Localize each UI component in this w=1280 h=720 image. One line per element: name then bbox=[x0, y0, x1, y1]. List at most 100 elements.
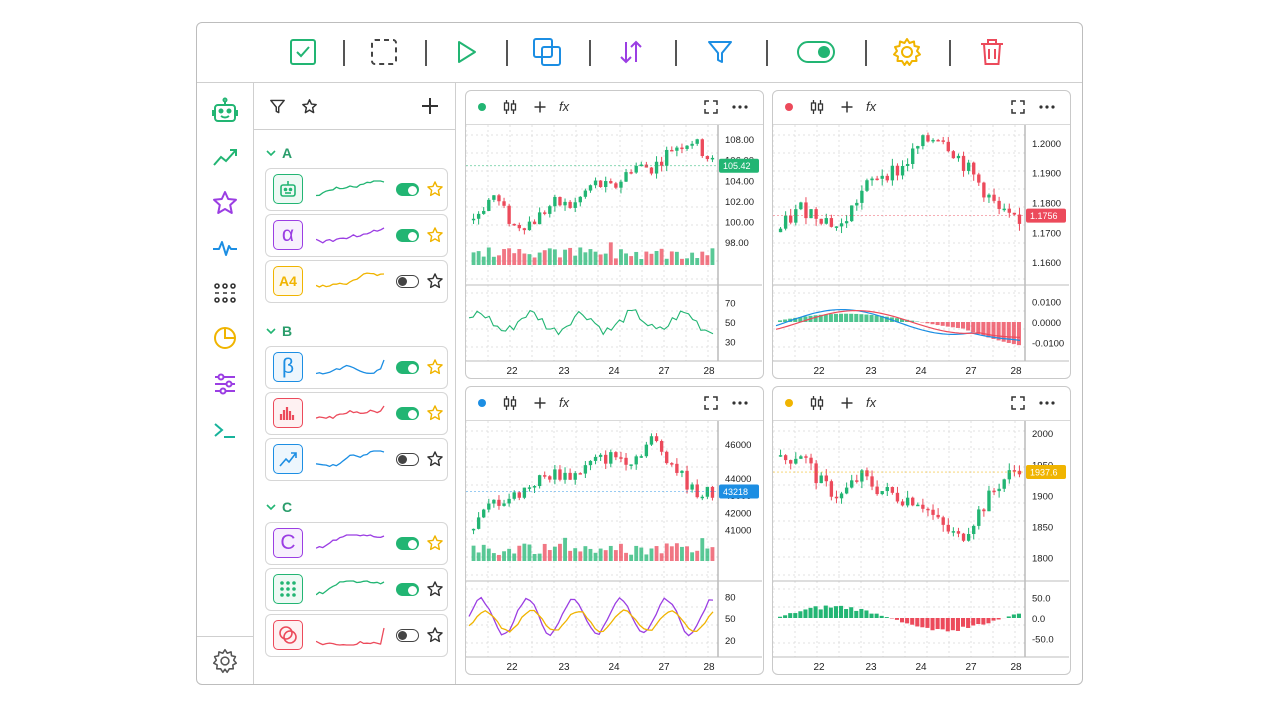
price-chart[interactable]: 4600044000430004200041000432188050202223… bbox=[466, 421, 762, 673]
strategy-card[interactable] bbox=[265, 568, 448, 611]
add-indicator-icon[interactable] bbox=[839, 394, 855, 412]
star-icon[interactable] bbox=[209, 187, 241, 219]
toggle-switch-on[interactable] bbox=[396, 537, 419, 550]
select-dashed-icon[interactable] bbox=[368, 36, 400, 68]
gear-icon[interactable] bbox=[891, 36, 923, 68]
copy-icon[interactable] bbox=[531, 36, 563, 68]
sliders-dots-icon[interactable] bbox=[209, 277, 241, 309]
strategy-card[interactable] bbox=[265, 438, 448, 481]
trash-icon[interactable] bbox=[976, 36, 1008, 68]
histogram-bar bbox=[950, 618, 955, 631]
histogram-bar bbox=[971, 618, 976, 626]
candle bbox=[609, 178, 613, 184]
toggle-switch-on[interactable] bbox=[396, 583, 419, 596]
toggle-switch-off[interactable] bbox=[396, 275, 419, 288]
strategy-card[interactable]: C bbox=[265, 522, 448, 565]
group-header[interactable]: C bbox=[266, 499, 292, 515]
toggle-icon[interactable] bbox=[797, 36, 835, 68]
pulse-icon[interactable] bbox=[209, 232, 241, 264]
toggle-switch-on[interactable] bbox=[396, 361, 419, 374]
candle bbox=[578, 472, 582, 475]
strategy-card[interactable] bbox=[265, 614, 448, 657]
candle bbox=[476, 211, 481, 225]
strategy-card[interactable] bbox=[265, 392, 448, 435]
function-icon[interactable]: fx bbox=[558, 394, 576, 412]
fullscreen-icon[interactable] bbox=[703, 394, 719, 412]
macd-histogram-bar bbox=[955, 322, 960, 328]
sort-arrows-icon[interactable] bbox=[615, 36, 647, 68]
star-icon[interactable] bbox=[426, 450, 444, 468]
adjust-icon[interactable] bbox=[209, 368, 241, 400]
volume-bar bbox=[542, 250, 547, 265]
play-icon[interactable] bbox=[450, 36, 482, 68]
candle bbox=[885, 482, 889, 497]
price-chart[interactable]: 200019501900185018001937.650.00.0-50.022… bbox=[773, 421, 1069, 673]
filter-icon[interactable] bbox=[267, 96, 287, 116]
chart-panel[interactable]: fx 1.2000 1.1900 1.1800 1.1700 1.1600 1.1756 0.… bbox=[772, 90, 1071, 379]
candle bbox=[850, 205, 854, 223]
strategy-card[interactable]: α bbox=[265, 214, 448, 257]
trend-up-icon[interactable] bbox=[209, 141, 241, 173]
more-icon[interactable] bbox=[1038, 394, 1056, 412]
candle bbox=[680, 470, 684, 478]
toggle-switch-on[interactable] bbox=[396, 183, 419, 196]
star-filled-icon[interactable] bbox=[426, 226, 444, 244]
robot-icon[interactable] bbox=[209, 95, 241, 127]
toggle-switch-off[interactable] bbox=[396, 629, 419, 642]
candle bbox=[563, 467, 567, 484]
rail-footer bbox=[197, 636, 253, 684]
add-indicator-icon[interactable] bbox=[839, 98, 855, 116]
group-header[interactable]: A bbox=[266, 145, 292, 161]
chart-panel[interactable]: fx 200019501900185018001937.650.00.0-50.0… bbox=[772, 386, 1071, 675]
candle bbox=[865, 178, 869, 193]
toggle-switch-off[interactable] bbox=[396, 453, 419, 466]
chart-panel[interactable]: fx 108.00106.00104.00102.00100.0098.00105… bbox=[465, 90, 764, 379]
star-filled-icon[interactable] bbox=[426, 358, 444, 376]
function-icon[interactable]: fx bbox=[558, 98, 576, 116]
more-icon[interactable] bbox=[731, 98, 749, 116]
star-icon[interactable] bbox=[426, 580, 444, 598]
toggle-switch-on[interactable] bbox=[396, 229, 419, 242]
strategy-card[interactable]: β bbox=[265, 346, 448, 389]
strategy-card[interactable]: A4 bbox=[265, 260, 448, 303]
filter-icon[interactable] bbox=[704, 36, 736, 68]
star-icon[interactable] bbox=[299, 96, 319, 116]
more-icon[interactable] bbox=[731, 394, 749, 412]
toggle-switch-on[interactable] bbox=[396, 407, 419, 420]
fullscreen-icon[interactable] bbox=[703, 98, 719, 116]
candlestick-icon[interactable] bbox=[502, 98, 518, 116]
fullscreen-icon[interactable] bbox=[1010, 394, 1026, 412]
star-filled-icon[interactable] bbox=[426, 180, 444, 198]
function-icon[interactable]: fx bbox=[865, 394, 883, 412]
add-indicator-icon[interactable] bbox=[532, 98, 548, 116]
star-filled-icon[interactable] bbox=[426, 534, 444, 552]
group-header[interactable]: B bbox=[266, 323, 292, 339]
add-indicator-icon[interactable] bbox=[532, 394, 548, 412]
star-icon[interactable] bbox=[426, 272, 444, 290]
terminal-icon[interactable] bbox=[209, 414, 241, 446]
candle bbox=[794, 204, 798, 226]
function-icon[interactable]: fx bbox=[865, 98, 883, 116]
candlestick-icon[interactable] bbox=[502, 394, 518, 412]
last-price-badge: 105.42 bbox=[719, 158, 759, 173]
candlestick-icon[interactable] bbox=[809, 98, 825, 116]
candlestick-icon[interactable] bbox=[809, 394, 825, 412]
pie-chart-icon[interactable] bbox=[209, 322, 241, 354]
volume-bar bbox=[598, 548, 603, 561]
strategy-badge bbox=[273, 174, 303, 204]
star-icon[interactable] bbox=[426, 626, 444, 644]
price-chart[interactable]: 1.2000 1.1900 1.1800 1.1700 1.1600 1.1756 0.01… bbox=[773, 125, 1069, 377]
check-square-icon[interactable] bbox=[287, 36, 319, 68]
more-icon[interactable] bbox=[1038, 98, 1056, 116]
candle bbox=[1017, 207, 1022, 231]
settings-icon[interactable] bbox=[209, 645, 241, 677]
star-filled-icon[interactable] bbox=[426, 404, 444, 422]
chart-panel[interactable]: fx 46000440004300042000410004321880502022… bbox=[465, 386, 764, 675]
add-icon[interactable] bbox=[420, 96, 440, 116]
strategy-card[interactable] bbox=[265, 168, 448, 211]
macd-histogram-bar bbox=[1006, 322, 1011, 343]
candle bbox=[604, 450, 608, 470]
fullscreen-icon[interactable] bbox=[1010, 98, 1026, 116]
candle bbox=[1002, 478, 1006, 493]
price-chart[interactable]: 108.00106.00104.00102.00100.0098.00105.4… bbox=[466, 125, 762, 377]
